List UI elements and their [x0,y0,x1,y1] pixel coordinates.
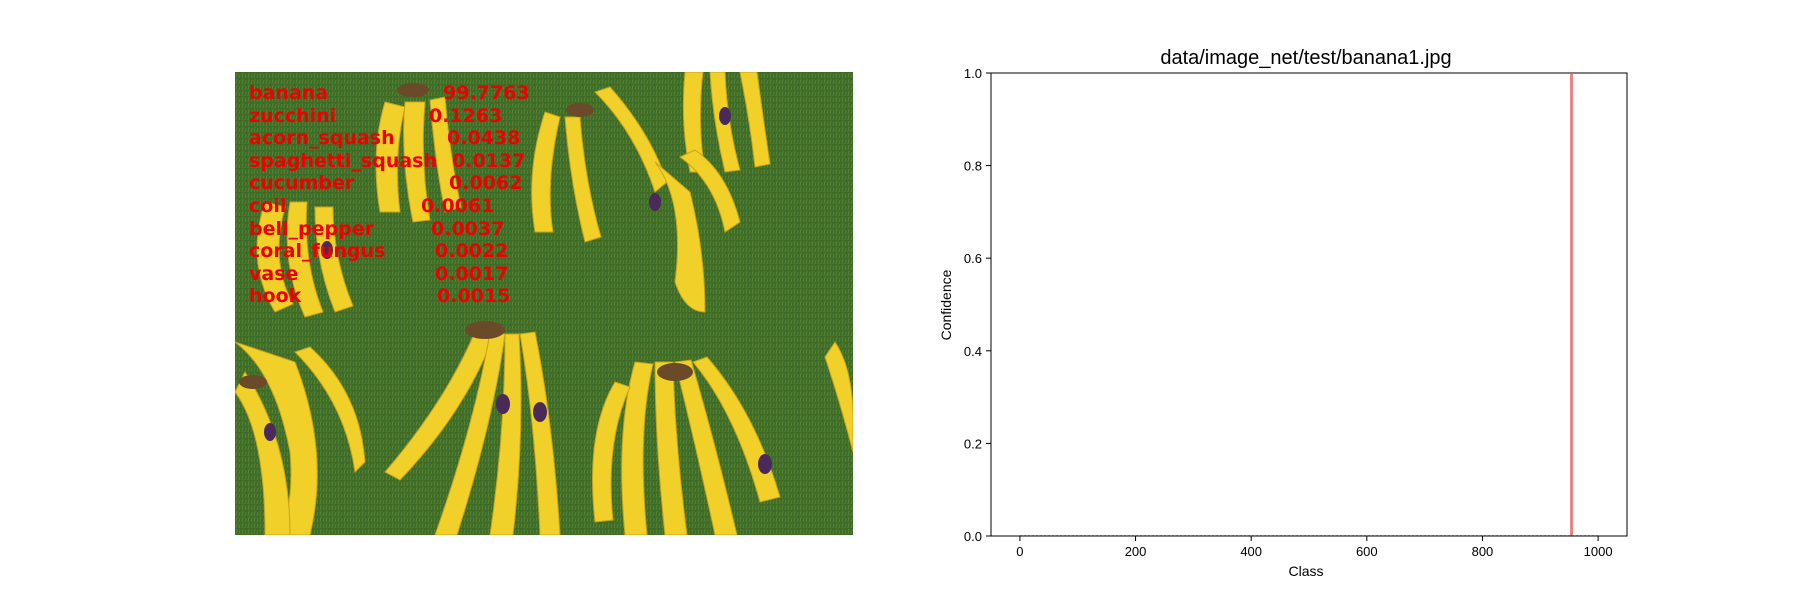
y-tick-label: 0.0 [964,529,982,544]
prediction-row: banana 99.7763 [249,82,549,105]
ticks-layer: 0 200 400 600 800 1000 0.0 0.2 0.4 0.6 0.8 1.0 [964,66,1613,559]
prediction-label: spaghetti_squash [249,149,438,172]
prediction-row: zucchini 0.1263 [249,105,549,128]
prediction-row: spaghetti_squash 0.0137 [249,150,549,173]
prediction-row: coil 0.0061 [249,195,549,218]
prediction-label: bell_pepper [249,217,374,240]
prediction-label: acorn_squash [249,127,395,150]
prediction-label: coral_fungus [249,240,386,263]
prediction-row: acorn_squash 0.0438 [249,127,549,150]
prediction-label: coil [249,194,287,217]
prediction-value: 0.1263 [429,104,503,127]
prediction-value: 0.0022 [435,240,509,263]
prediction-row: vase 0.0017 [249,263,549,286]
chart-title: data/image_net/test/banana1.jpg [1160,47,1451,69]
prediction-value: 0.0037 [431,217,505,240]
x-tick-label: 400 [1240,544,1262,559]
prediction-label: hook [249,285,302,308]
bars-layer [1019,74,1598,537]
prediction-row: coral_fungus 0.0022 [249,240,549,263]
prediction-value: 0.0137 [452,149,526,172]
prediction-value: 0.0438 [447,127,521,150]
y-tick-label: 0.2 [964,436,982,451]
prediction-value: 0.0017 [435,262,509,285]
x-tick-label: 600 [1356,544,1378,559]
prediction-label: zucchini [249,104,337,127]
x-tick-label: 200 [1125,544,1147,559]
y-tick-label: 0.8 [964,159,982,174]
prediction-label: vase [249,262,299,285]
prediction-value: 0.0062 [449,172,523,195]
y-axis-label: Confidence [938,269,954,340]
x-tick-label: 0 [1016,544,1023,559]
banana-photo [235,72,853,535]
input-photo-panel: banana 99.7763 zucchini 0.1263 acorn_squash 0… [235,72,853,535]
prediction-list: banana 99.7763 zucchini 0.1263 acorn_squash 0… [249,82,549,308]
y-tick-label: 1.0 [964,66,982,81]
x-tick-label: 800 [1472,544,1494,559]
prediction-row: bell_pepper 0.0037 [249,218,549,241]
prediction-value: 99.7763 [443,82,530,104]
prediction-label: cucumber [249,172,355,195]
prediction-row: cucumber 0.0062 [249,172,549,195]
prediction-value: 0.0015 [437,285,511,308]
prediction-label: banana [249,82,329,104]
y-tick-label: 0.6 [964,251,982,266]
bar-class-954 [1570,74,1573,536]
prediction-row: hook 0.0015 [249,285,549,308]
plot-frame [990,72,1628,537]
prediction-value: 0.0061 [421,194,495,217]
x-axis-label: Class [1288,563,1323,579]
y-tick-label: 0.4 [964,344,982,359]
x-tick-label: 1000 [1584,544,1613,559]
